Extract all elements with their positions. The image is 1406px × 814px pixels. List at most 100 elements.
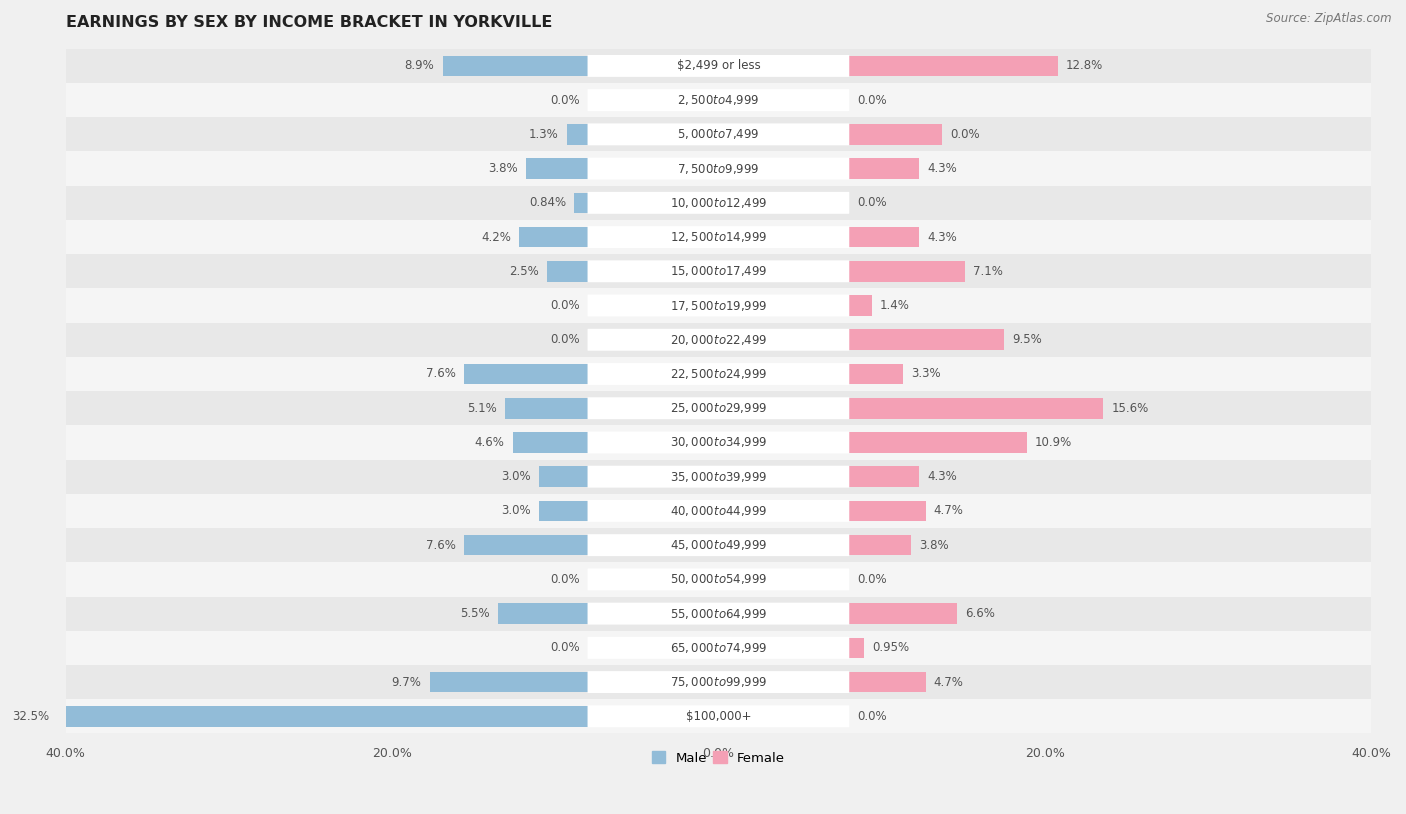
Bar	[849, 227, 920, 247]
Bar	[66, 562, 1371, 597]
Bar	[849, 432, 1026, 453]
Text: 8.9%: 8.9%	[405, 59, 434, 72]
Bar	[66, 494, 1371, 528]
Bar	[538, 501, 588, 521]
Bar	[849, 364, 903, 384]
FancyBboxPatch shape	[588, 90, 849, 111]
Bar	[849, 603, 956, 624]
Text: 9.7%: 9.7%	[391, 676, 422, 689]
FancyBboxPatch shape	[588, 706, 849, 727]
Text: $35,000 to $39,999: $35,000 to $39,999	[669, 470, 768, 484]
Text: $12,500 to $14,999: $12,500 to $14,999	[669, 230, 768, 244]
Bar	[66, 83, 1371, 117]
FancyBboxPatch shape	[588, 329, 849, 351]
FancyBboxPatch shape	[588, 602, 849, 624]
Text: 4.2%: 4.2%	[481, 230, 512, 243]
Text: EARNINGS BY SEX BY INCOME BRACKET IN YORKVILLE: EARNINGS BY SEX BY INCOME BRACKET IN YOR…	[66, 15, 553, 30]
Bar	[849, 330, 1004, 350]
Bar	[849, 159, 920, 179]
Text: $45,000 to $49,999: $45,000 to $49,999	[669, 538, 768, 552]
Bar	[66, 254, 1371, 288]
Bar	[443, 55, 588, 77]
Text: 1.3%: 1.3%	[529, 128, 558, 141]
Bar	[849, 637, 865, 659]
Text: 0.0%: 0.0%	[858, 94, 887, 107]
Text: $7,500 to $9,999: $7,500 to $9,999	[678, 162, 759, 176]
Text: 3.3%: 3.3%	[911, 367, 941, 380]
Text: 1.4%: 1.4%	[880, 299, 910, 312]
Bar	[66, 597, 1371, 631]
Text: 4.6%: 4.6%	[475, 436, 505, 449]
Text: 3.0%: 3.0%	[501, 470, 530, 484]
Text: 0.0%: 0.0%	[550, 641, 579, 654]
Text: 12.8%: 12.8%	[1066, 59, 1104, 72]
Text: 4.3%: 4.3%	[927, 162, 957, 175]
Bar	[505, 398, 588, 418]
Text: 4.3%: 4.3%	[927, 470, 957, 484]
Bar	[66, 460, 1371, 494]
Bar	[66, 151, 1371, 186]
Text: $40,000 to $44,999: $40,000 to $44,999	[669, 504, 768, 518]
Bar	[66, 699, 1371, 733]
Bar	[519, 227, 588, 247]
Text: $2,499 or less: $2,499 or less	[676, 59, 761, 72]
Text: $15,000 to $17,499: $15,000 to $17,499	[669, 265, 768, 278]
Text: Source: ZipAtlas.com: Source: ZipAtlas.com	[1267, 12, 1392, 25]
FancyBboxPatch shape	[588, 466, 849, 488]
Bar	[526, 159, 588, 179]
Text: 4.7%: 4.7%	[934, 676, 963, 689]
Text: 10.9%: 10.9%	[1035, 436, 1073, 449]
FancyBboxPatch shape	[588, 568, 849, 590]
Bar	[66, 322, 1371, 357]
Text: 3.8%: 3.8%	[920, 539, 949, 552]
FancyBboxPatch shape	[588, 55, 849, 77]
Bar	[849, 55, 1057, 77]
Bar	[567, 124, 588, 145]
FancyBboxPatch shape	[588, 158, 849, 180]
FancyBboxPatch shape	[588, 500, 849, 522]
Text: $65,000 to $74,999: $65,000 to $74,999	[669, 641, 768, 654]
Text: $17,500 to $19,999: $17,500 to $19,999	[669, 299, 768, 313]
Bar	[849, 124, 942, 145]
Bar	[538, 466, 588, 487]
FancyBboxPatch shape	[588, 397, 849, 419]
Text: $50,000 to $54,999: $50,000 to $54,999	[669, 572, 768, 586]
Text: 0.0%: 0.0%	[550, 299, 579, 312]
Text: 0.0%: 0.0%	[550, 333, 579, 346]
Bar	[58, 706, 588, 727]
Bar	[513, 432, 588, 453]
Bar	[547, 261, 588, 282]
Bar	[66, 631, 1371, 665]
Text: 2.5%: 2.5%	[509, 265, 538, 278]
Bar	[430, 672, 588, 693]
Text: 0.95%: 0.95%	[873, 641, 910, 654]
Text: 7.1%: 7.1%	[973, 265, 1002, 278]
Bar	[66, 117, 1371, 151]
FancyBboxPatch shape	[588, 431, 849, 453]
Legend: Male, Female: Male, Female	[647, 746, 790, 770]
FancyBboxPatch shape	[588, 192, 849, 214]
Bar	[66, 220, 1371, 254]
Bar	[574, 193, 588, 213]
Text: 0.0%: 0.0%	[550, 94, 579, 107]
Text: 9.5%: 9.5%	[1012, 333, 1042, 346]
Bar	[66, 391, 1371, 426]
Text: 4.3%: 4.3%	[927, 230, 957, 243]
FancyBboxPatch shape	[588, 226, 849, 248]
Text: 0.84%: 0.84%	[529, 196, 567, 209]
Text: 7.6%: 7.6%	[426, 367, 456, 380]
Bar	[66, 186, 1371, 220]
Bar	[464, 535, 588, 555]
Bar	[66, 357, 1371, 391]
Text: $20,000 to $22,499: $20,000 to $22,499	[669, 333, 768, 347]
Bar	[849, 501, 925, 521]
FancyBboxPatch shape	[588, 534, 849, 556]
FancyBboxPatch shape	[588, 260, 849, 282]
Bar	[849, 466, 920, 487]
Text: $5,000 to $7,499: $5,000 to $7,499	[678, 127, 759, 142]
Text: $75,000 to $99,999: $75,000 to $99,999	[669, 675, 768, 689]
Bar	[66, 665, 1371, 699]
Text: 7.6%: 7.6%	[426, 539, 456, 552]
Text: $2,500 to $4,999: $2,500 to $4,999	[678, 93, 759, 107]
Bar	[849, 672, 925, 693]
